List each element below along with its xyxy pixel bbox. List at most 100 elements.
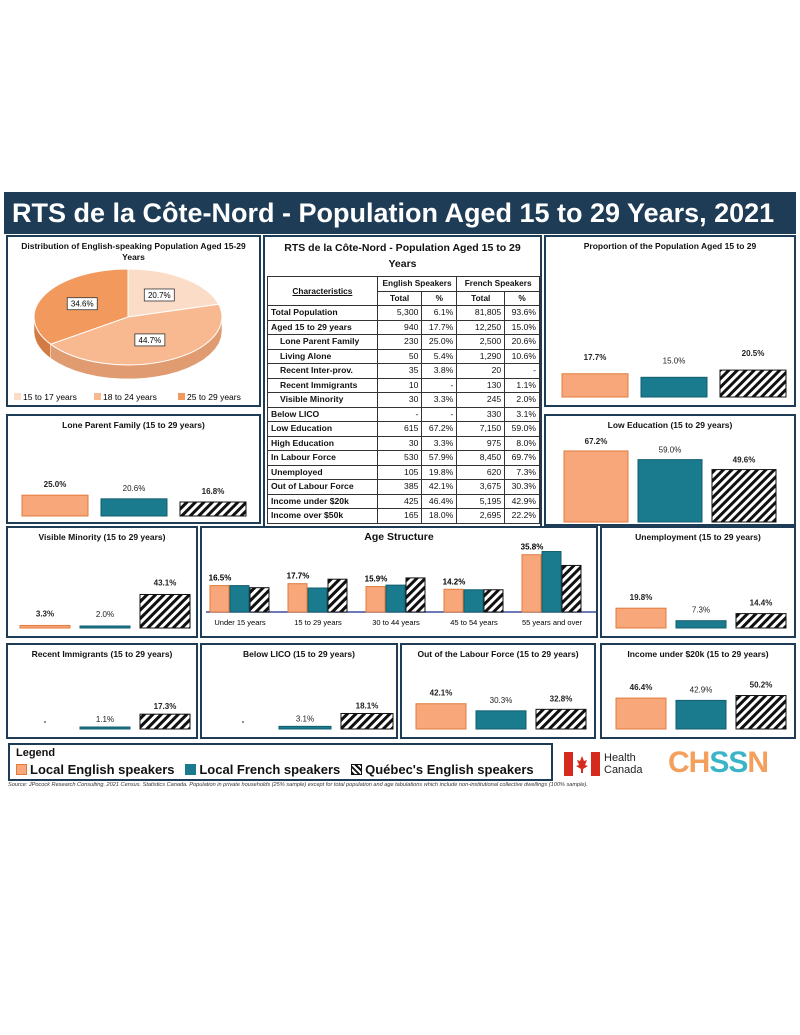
data-label-local-english: 67.2% <box>585 437 608 446</box>
visminority-chart: 3.3% 2.0% 43.1% <box>19 578 191 629</box>
unemployment-title: Unemployment (15 to 29 years) <box>635 532 761 542</box>
table-cell-label: Lone Parent Family <box>267 334 378 350</box>
data-label-quebec-english: 18.1% <box>356 701 379 710</box>
pie-panel: Distribution of English-speaking Populat… <box>6 235 261 407</box>
bar-local-english <box>615 697 667 730</box>
table-cell-en-total: 50 <box>376 348 423 364</box>
table-cell-fr-pct: 3.1% <box>504 406 540 422</box>
table-cell-fr-pct: 15.0% <box>504 319 540 335</box>
age-category-label: 30 to 44 years <box>372 618 420 627</box>
table-row: Recent Inter-prov. 35 3.8% 20- <box>267 363 540 379</box>
bar-quebec-english <box>711 469 777 523</box>
table-cell-label: Unemployed <box>267 464 378 480</box>
bar-local-french <box>475 710 527 730</box>
bar-quebec-english <box>535 708 587 730</box>
table-cell-fr-pct: 7.3% <box>504 464 540 480</box>
table-cell-label: Income over $50k <box>267 508 378 524</box>
table-cell-fr-total: 20 <box>456 363 506 379</box>
health-canada-text: Health Canada <box>604 752 643 776</box>
table-cell-fr-total: 130 <box>456 377 506 393</box>
age-data-label: 14.2% <box>443 577 466 586</box>
data-label-local-english: 46.4% <box>630 683 653 692</box>
income-title: Income under $20k (15 to 29 years) <box>627 649 769 659</box>
table-cell-en-total: 940 <box>376 319 423 335</box>
age-panel: Age Structure 16.5% Under 15 years 17.7% 15… <box>200 526 598 638</box>
age-bar-local-english <box>443 588 464 613</box>
age-bar-quebec-english <box>327 578 348 613</box>
age-bar-local-english <box>209 585 230 613</box>
table-cell-en-total: 425 <box>376 493 423 509</box>
table-row: High Education 30 3.3% 975 8.0% <box>267 435 540 451</box>
unemployment-chart: 19.8% 7.3% 14.4% <box>615 593 787 629</box>
data-label-local-french: 59.0% <box>659 446 682 455</box>
table-cell-label: In Labour Force <box>267 450 378 466</box>
data-label-local-french: 3.1% <box>296 714 314 723</box>
age-category-label: 45 to 54 years <box>450 618 498 627</box>
age-bar-quebec-english <box>405 577 426 613</box>
bar-local-english <box>563 450 629 523</box>
page-title: RTS de la Côte-Nord - Population Aged 15… <box>4 192 796 234</box>
legend-swatch-quebec-english <box>351 764 363 775</box>
pie-label-box <box>134 333 166 347</box>
bar-local-english <box>415 703 467 730</box>
bar-local-french <box>675 699 727 730</box>
bar-local-english <box>561 373 629 398</box>
table-cell-fr-pct: - <box>504 363 540 379</box>
table-cell-en-pct: 18.0% <box>421 508 458 524</box>
age-bar-local-english <box>521 554 542 613</box>
table-row: Total Population 5,300 6.1% 81,805 93.6% <box>267 305 540 321</box>
table-cell-en-pct: 6.1% <box>421 305 458 321</box>
table-cell-fr-total: 3,675 <box>456 479 506 495</box>
table-cell-en-pct: 5.4% <box>421 348 458 364</box>
visminority-title: Visible Minority (15 to 29 years) <box>38 532 166 542</box>
legend-swatch-local-english <box>16 764 27 775</box>
data-label-quebec-english: 49.6% <box>733 456 756 465</box>
age-data-label: 16.5% <box>209 574 232 583</box>
pie-label-box <box>66 297 98 311</box>
bar-local-english <box>21 494 89 517</box>
proportion-title: Proportion of the Population Aged 15 to … <box>583 241 757 251</box>
table-cell-fr-total: 5,195 <box>456 493 506 509</box>
table-cell-en-pct: 67.2% <box>421 421 458 437</box>
data-label-local-french: 20.6% <box>123 484 146 493</box>
col-en-total: Total <box>376 290 423 306</box>
age-bar-quebec-english <box>561 564 582 613</box>
proportion-chart: 17.7% 15.0% 20.5% <box>561 349 787 398</box>
table-cell-label: Out of Labour Force <box>267 479 378 495</box>
pie-legend-label: 25 to 29 years <box>187 392 241 402</box>
loneparent-panel: Lone Parent Family (15 to 29 years) 25.0… <box>6 414 261 524</box>
table-cell-en-pct: 57.9% <box>421 450 458 466</box>
bar-quebec-english <box>139 593 191 629</box>
pie-label-box <box>143 288 175 302</box>
table-cell-fr-pct: 8.0% <box>504 435 540 451</box>
health-canada-canada: Canada <box>604 764 643 776</box>
table-row: Unemployed 105 19.8% 620 7.3% <box>267 464 540 480</box>
table-cell-label: Below LICO <box>267 406 378 422</box>
table-cell-fr-total: 2,695 <box>456 508 506 524</box>
table-cell-fr-total: 245 <box>456 392 506 408</box>
data-label-quebec-english: 17.3% <box>154 702 177 711</box>
table-row: Income over $50k 165 18.0% 2,695 22.2% <box>267 508 540 524</box>
pie-legend-swatch <box>14 393 21 400</box>
recentimm-title: Recent Immigrants (15 to 29 years) <box>31 649 173 659</box>
bar-local-french <box>637 459 703 523</box>
data-label-local-english: 19.8% <box>630 593 653 602</box>
table-row: Low Education 615 67.2% 7,150 59.0% <box>267 421 540 437</box>
pie-title: Distribution of English-speaking Populat… <box>21 241 246 262</box>
age-bar-quebec-english <box>249 587 270 613</box>
table-cell-label: Recent Inter-prov. <box>267 363 378 379</box>
table-cell-label: Aged 15 to 29 years <box>267 319 378 335</box>
table-cell-fr-pct: 2.0% <box>504 392 540 408</box>
bar-quebec-english <box>719 369 787 398</box>
table-cell-en-total: 5,300 <box>376 305 423 321</box>
table-cell-label: Visible Minority <box>267 392 378 408</box>
age-data-label: 35.8% <box>521 543 544 552</box>
table-row: Living Alone 50 5.4% 1,290 10.6% <box>267 348 540 364</box>
table-cell-en-total: 385 <box>376 479 423 495</box>
table-cell-label: Recent Immigrants <box>267 377 378 393</box>
pie-chart: 20.7% 44.7% 34.6% 15 to 17 years 18 to 24 ye… <box>14 268 241 402</box>
data-label-local-english: 42.1% <box>430 689 453 698</box>
data-label-local-french: 42.9% <box>690 685 713 694</box>
belowlico-panel: Below LICO (15 to 29 years) - 3.1% 18.1% <box>200 643 398 739</box>
table-title: RTS de la Côte-Nord - Population Aged 15… <box>284 242 521 270</box>
